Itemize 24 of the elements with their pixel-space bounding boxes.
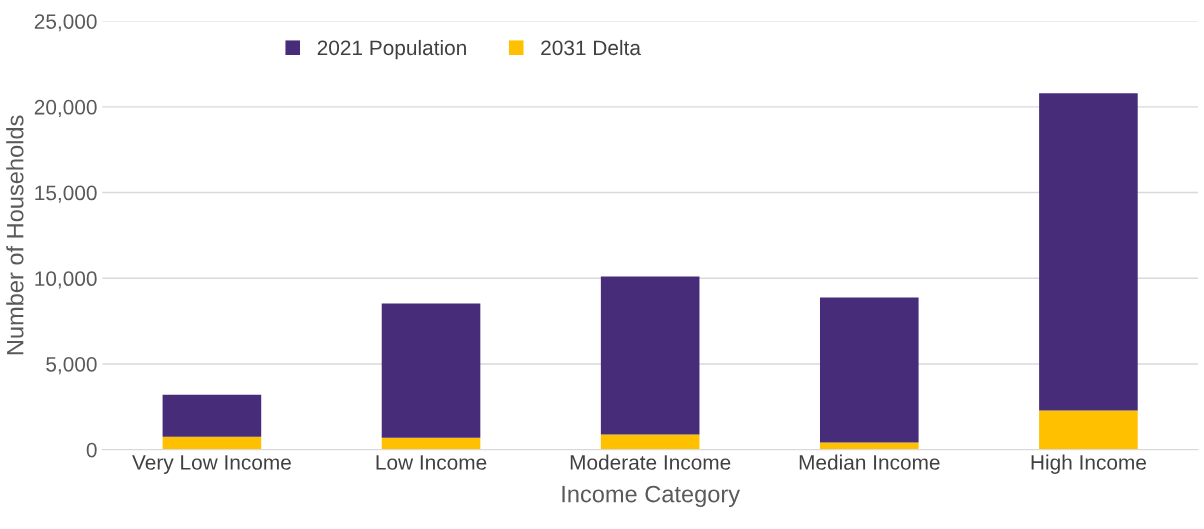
bar [162,394,262,437]
y-tick-label: 10,000 [35,271,97,289]
y-tick-label: 20,000 [34,99,97,118]
x-tick-label: Median Income [799,454,940,470]
y-tick-label: 15,000 [35,185,97,203]
bar [600,276,700,435]
x-tick-label: High Income [1031,454,1146,474]
bar [819,297,919,443]
y-tick-label: 5,000 [46,356,97,375]
x-tick-label: Very Low Income [132,455,291,474]
legend-label: 2031 Delta [541,39,641,56]
y-tick-label: 25,000 [34,14,97,32]
bar [381,437,481,450]
bar [1039,93,1138,411]
bar [162,436,262,450]
x-tick-label: Low Income [376,455,487,470]
bar [600,434,700,450]
bar [381,303,481,438]
legend-label: 2021 Population [317,39,466,60]
y-tick-label: 0 [86,442,97,458]
bar [1039,410,1138,450]
x-tick-label: Moderate Income [570,454,731,470]
y-axis-title: Number of Households [6,115,24,355]
x-axis-title: Income Category [562,485,741,508]
